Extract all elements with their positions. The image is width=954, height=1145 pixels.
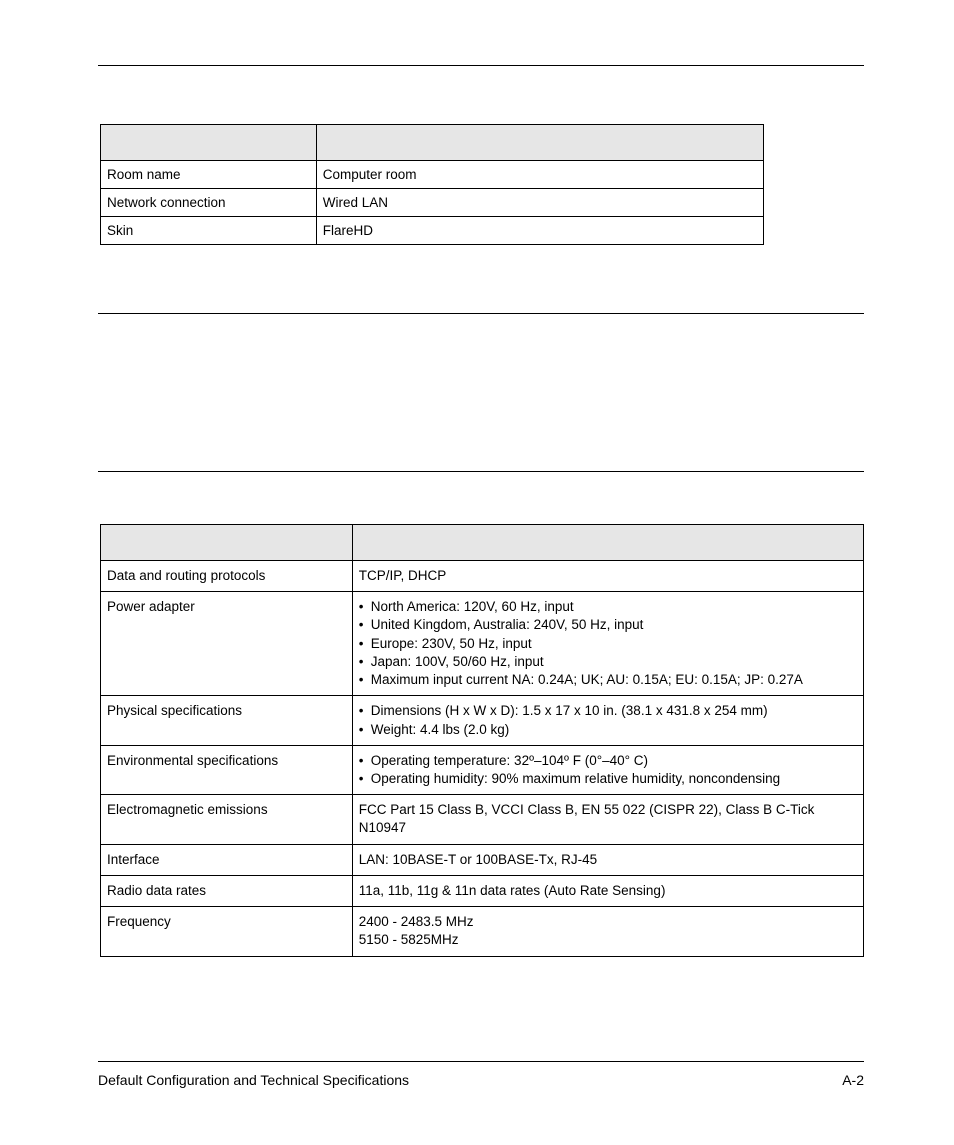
- table2-body: Data and routing protocolsTCP/IP, DHCPPo…: [101, 561, 864, 957]
- table2-cell-key: Radio data rates: [101, 875, 353, 906]
- table1-cell-key: Room name: [101, 161, 317, 189]
- table1-cell-value: Wired LAN: [316, 189, 763, 217]
- table2-cell-value: North America: 120V, 60 Hz, inputUnited …: [352, 592, 863, 696]
- footer-title: Default Configuration and Technical Spec…: [98, 1072, 409, 1088]
- config-table: Room nameComputer roomNetwork connection…: [100, 124, 764, 245]
- table-row: Physical specifications Dimensions (H x W…: [101, 696, 864, 745]
- list-item: Weight: 4.4 lbs (2.0 kg): [359, 721, 857, 739]
- list-item: Operating humidity: 90% maximum relative…: [359, 770, 857, 788]
- table2-cell-key: Physical specifications: [101, 696, 353, 745]
- bullet-list: Dimensions (H x W x D): 1.5 x 17 x 10 in…: [359, 702, 857, 738]
- table-row: Network connectionWired LAN: [101, 189, 764, 217]
- list-item: Operating temperature: 32º–104º F (0°–40…: [359, 752, 857, 770]
- list-item: Dimensions (H x W x D): 1.5 x 17 x 10 in…: [359, 702, 857, 720]
- table1-header-col1: [101, 125, 317, 161]
- table-row: Radio data rates11a, 11b, 11g & 11n data…: [101, 875, 864, 906]
- table2-cell-key: Electromagnetic emissions: [101, 795, 353, 844]
- table1-cell-value: FlareHD: [316, 217, 763, 245]
- table2-cell-key: Interface: [101, 844, 353, 875]
- table2-cell-value: Dimensions (H x W x D): 1.5 x 17 x 10 in…: [352, 696, 863, 745]
- list-item: Europe: 230V, 50 Hz, input: [359, 635, 857, 653]
- table1-header-col2: [316, 125, 763, 161]
- footer-page: A-2: [842, 1072, 864, 1088]
- table2-cell-key: Frequency: [101, 907, 353, 956]
- table2-cell-value: Operating temperature: 32º–104º F (0°–40…: [352, 745, 863, 794]
- table2-cell-value: LAN: 10BASE-T or 100BASE-Tx, RJ-45: [352, 844, 863, 875]
- list-item: United Kingdom, Australia: 240V, 50 Hz, …: [359, 616, 857, 634]
- table1-cell-key: Network connection: [101, 189, 317, 217]
- list-item: Maximum input current NA: 0.24A; UK; AU:…: [359, 671, 857, 689]
- table-row: InterfaceLAN: 10BASE-T or 100BASE-Tx, RJ…: [101, 844, 864, 875]
- table2-cell-key: Power adapter: [101, 592, 353, 696]
- table2-header-col1: [101, 525, 353, 561]
- specs-table: Data and routing protocolsTCP/IP, DHCPPo…: [100, 524, 864, 957]
- table-row: Electromagnetic emissionsFCC Part 15 Cla…: [101, 795, 864, 844]
- section-gap: [98, 314, 864, 471]
- page-footer: Default Configuration and Technical Spec…: [98, 1061, 864, 1088]
- header-rule: [98, 65, 864, 66]
- table2-header-col2: [352, 525, 863, 561]
- table2-cell-key: Environmental specifications: [101, 745, 353, 794]
- table-row: Power adapterNorth America: 120V, 60 Hz,…: [101, 592, 864, 696]
- table2-cell-value: 2400 - 2483.5 MHz5150 - 5825MHz: [352, 907, 863, 956]
- table1-cell-value: Computer room: [316, 161, 763, 189]
- table1-cell-key: Skin: [101, 217, 317, 245]
- table-row: Environmental specifications Operating te…: [101, 745, 864, 794]
- list-item: Japan: 100V, 50/60 Hz, input: [359, 653, 857, 671]
- table-row: Room nameComputer room: [101, 161, 764, 189]
- section-rule-2: [98, 471, 864, 472]
- list-item: North America: 120V, 60 Hz, input: [359, 598, 857, 616]
- table2-cell-value: TCP/IP, DHCP: [352, 561, 863, 592]
- table2-cell-value: 11a, 11b, 11g & 11n data rates (Auto Rat…: [352, 875, 863, 906]
- table1-body: Room nameComputer roomNetwork connection…: [101, 161, 764, 245]
- table-row: Data and routing protocolsTCP/IP, DHCP: [101, 561, 864, 592]
- bullet-list: North America: 120V, 60 Hz, inputUnited …: [359, 598, 857, 689]
- table-row: Frequency2400 - 2483.5 MHz5150 - 5825MHz: [101, 907, 864, 956]
- table2-cell-key: Data and routing protocols: [101, 561, 353, 592]
- page-body: Room nameComputer roomNetwork connection…: [0, 0, 954, 957]
- bullet-list: Operating temperature: 32º–104º F (0°–40…: [359, 752, 857, 788]
- table-row: SkinFlareHD: [101, 217, 764, 245]
- table2-cell-value: FCC Part 15 Class B, VCCI Class B, EN 55…: [352, 795, 863, 844]
